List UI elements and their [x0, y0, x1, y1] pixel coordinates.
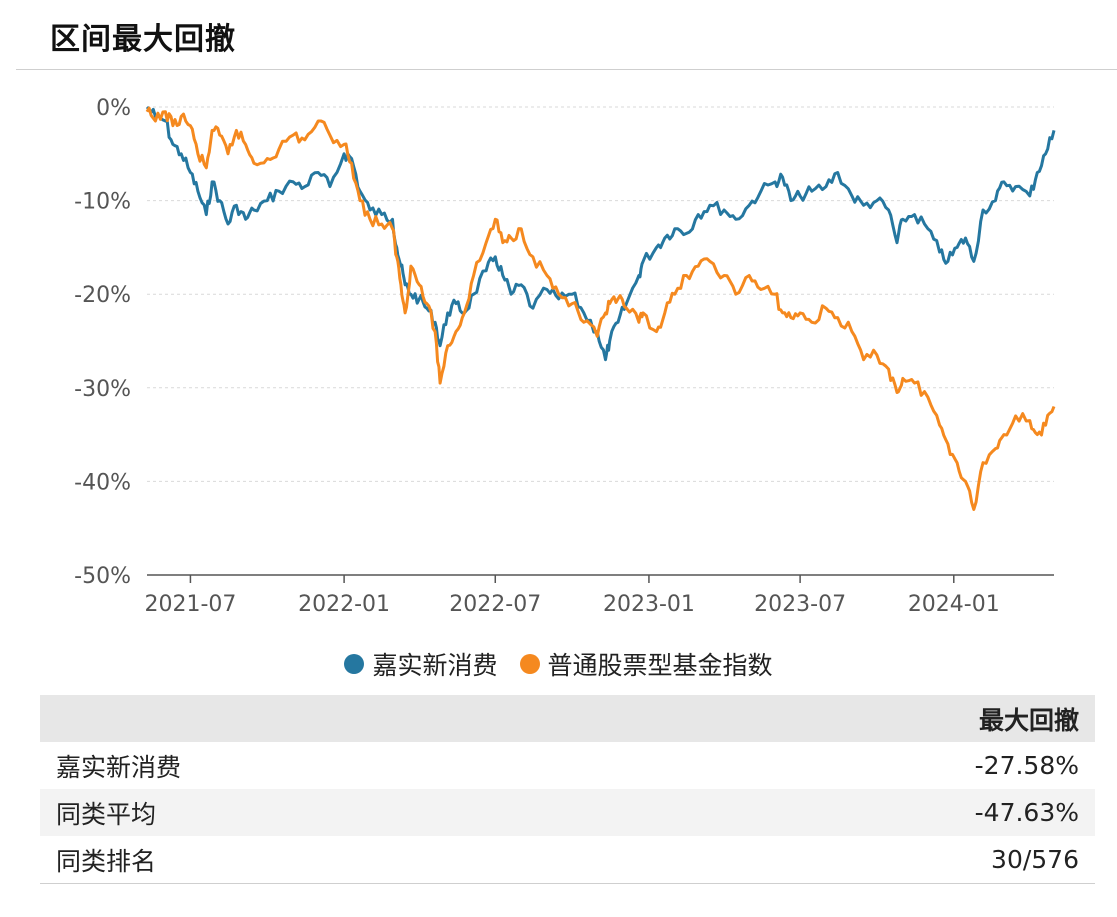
row-value: -27.58%: [974, 751, 1079, 780]
title-divider: [16, 69, 1117, 70]
y-tick-label: -20%: [74, 283, 131, 308]
chart-legend: 嘉实新消费 普通股票型基金指数: [0, 646, 1117, 682]
table-row: 同类排名 30/576: [40, 836, 1095, 884]
x-tick-label: 2022-07: [449, 592, 541, 617]
table-row: 嘉实新消费 -27.58%: [40, 742, 1095, 789]
x-tick-label: 2022-01: [298, 592, 390, 617]
row-label: 同类排名: [40, 836, 605, 884]
grid-lines: [147, 106, 1054, 482]
table-header-row: 最大回撤: [40, 695, 1095, 742]
y-tick-label: -50%: [74, 564, 131, 589]
legend-label-fund: 嘉实新消费: [372, 651, 498, 680]
table-header-max-drawdown: 最大回撤: [604, 695, 1095, 742]
row-label: 嘉实新消费: [56, 752, 182, 782]
x-tick-label: 2021-07: [144, 592, 236, 617]
x-tick-label: 2023-01: [603, 592, 695, 617]
x-axis-ticks: 2021-07 2022-01 2022-07 2023-01 2023-07 2024-…: [144, 574, 1054, 617]
drawdown-chart: 0%-10%-20%-30%-40%-50% 2021-07 2022-01 202…: [74, 96, 1056, 617]
table-row: 同类平均 -47.63%: [40, 789, 1095, 836]
fund-dot-icon: [344, 654, 365, 674]
series-lines: [145, 105, 1056, 511]
row-value: -47.63%: [604, 789, 1095, 836]
drawdown-table: 最大回撤 嘉实新消费 -27.58% 同类平均 -47.63% 同类排名 30/…: [40, 695, 1095, 884]
y-axis-ticks: 0% -10% -20% -30% -40% -50%: [74, 96, 131, 589]
header-empty-cell: [40, 695, 605, 742]
y-tick-label: 0%: [96, 96, 131, 121]
x-tick-label: 2023-07: [754, 592, 846, 617]
row-value: 30/576: [604, 836, 1095, 884]
legend-label-index: 普通股票型基金指数: [547, 651, 773, 680]
legend-item-fund[interactable]: 嘉实新消费: [344, 646, 498, 682]
series-line-1: [145, 106, 1056, 511]
y-tick-label: -30%: [74, 377, 131, 402]
y-tick-label: -10%: [74, 190, 131, 215]
legend-item-index[interactable]: 普通股票型基金指数: [519, 646, 773, 682]
series-line-0: [145, 105, 1056, 362]
x-tick-label: 2024-01: [908, 592, 1000, 617]
page-title: 区间最大回撤: [50, 22, 236, 57]
index-dot-icon: [519, 654, 540, 674]
y-tick-label: -40%: [74, 470, 131, 495]
row-label: 同类平均: [40, 789, 605, 836]
